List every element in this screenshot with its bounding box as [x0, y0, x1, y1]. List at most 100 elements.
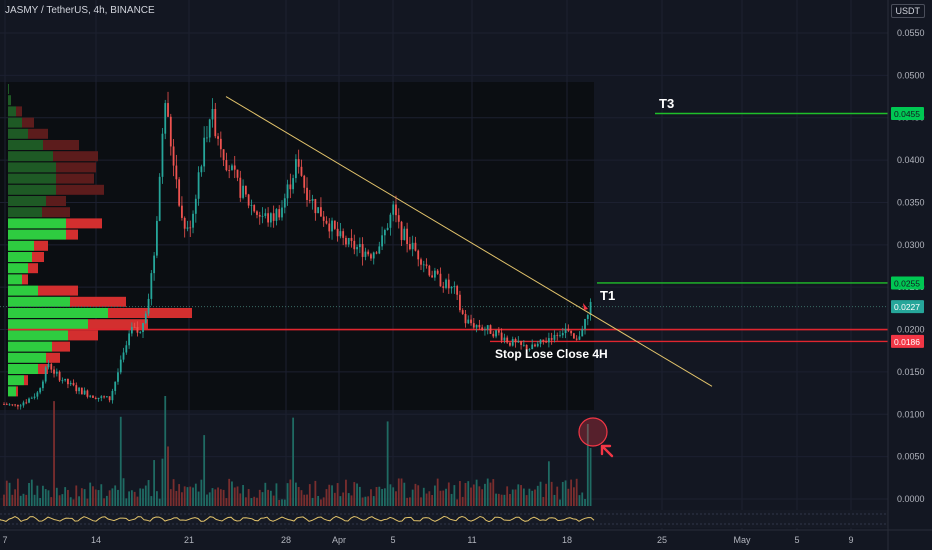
- candle-body: [303, 175, 306, 188]
- volume-bar: [78, 496, 80, 506]
- candle-body: [389, 214, 392, 228]
- candle-body: [125, 345, 128, 353]
- candle-body: [150, 273, 153, 299]
- candle-body: [395, 204, 397, 216]
- candle-body: [353, 240, 356, 250]
- candle-body: [522, 344, 525, 346]
- price-axis-label: 0.0350: [897, 197, 925, 207]
- time-axis[interactable]: 7 14 21 28 Apr 5 11 18 25 May 5 9: [2, 535, 853, 545]
- candle-body: [164, 103, 167, 134]
- candle-body: [439, 273, 442, 287]
- price-axis-label: 0.0050: [897, 452, 925, 462]
- profile-up-bar: [8, 106, 16, 117]
- profile-down-bar: [42, 207, 70, 218]
- drawings: [225, 96, 713, 458]
- candle-body: [211, 108, 214, 120]
- candle-body: [222, 149, 225, 161]
- profile-up-bar: [8, 375, 24, 386]
- candle-body: [83, 390, 86, 395]
- candle-body: [456, 286, 459, 295]
- volume-bar: [164, 396, 167, 506]
- profile-down-bar: [22, 117, 34, 128]
- volume-bar: [228, 478, 231, 506]
- currency-badge[interactable]: USDT: [890, 4, 925, 18]
- price-axis-label: 0.0150: [897, 367, 925, 377]
- chart-title[interactable]: JASMY / TetherUS, 4h, BINANCE: [5, 5, 155, 16]
- volume-bar: [514, 489, 517, 506]
- indicator-line: [0, 515, 595, 523]
- volume-bar: [242, 485, 244, 506]
- profile-down-bar: [28, 128, 48, 139]
- volume-bar: [497, 493, 500, 506]
- volume-bar: [117, 489, 119, 506]
- volume-bar: [589, 448, 592, 506]
- price-axis-label: 0.0300: [897, 240, 925, 250]
- volume-bar: [97, 490, 100, 506]
- candle-body: [417, 250, 420, 260]
- candle-body: [528, 349, 531, 350]
- volume-bar: [239, 493, 242, 506]
- candle-body: [356, 247, 358, 250]
- volume-bar: [150, 496, 153, 506]
- volume-bar: [194, 483, 197, 506]
- profile-down-bar: [28, 263, 38, 274]
- time-axis-label: 5: [794, 535, 799, 545]
- candle-body: [130, 326, 133, 334]
- price-tag: [891, 106, 924, 120]
- candle-body: [484, 329, 486, 331]
- volume-bar: [381, 488, 383, 506]
- candle-body: [25, 402, 28, 404]
- volume-bar: [39, 498, 42, 506]
- candle-body: [553, 334, 556, 340]
- candle-body: [30, 397, 33, 399]
- candle-body: [175, 165, 178, 180]
- time-axis-label: Apr: [332, 535, 346, 545]
- volume-bar: [364, 496, 367, 506]
- candle-body: [383, 229, 386, 236]
- volume-bar: [105, 495, 108, 506]
- candle-body: [153, 255, 156, 274]
- volume-bar: [278, 499, 281, 506]
- candle-body: [550, 338, 553, 340]
- candle-body: [400, 221, 403, 241]
- volume-bar: [425, 493, 428, 506]
- volume-bar: [172, 479, 175, 506]
- volume-bar: [11, 494, 14, 506]
- candle-body: [36, 392, 39, 397]
- candle-body: [573, 333, 575, 339]
- volume-bar: [525, 495, 528, 506]
- profile-down-bar: [56, 184, 104, 195]
- candle-body: [139, 332, 142, 333]
- candle-body: [44, 367, 47, 382]
- candle-body: [161, 133, 164, 177]
- candle-body: [3, 404, 5, 405]
- profile-down-bar: [108, 308, 192, 318]
- volume-bar: [506, 486, 509, 506]
- volume-bar: [50, 497, 53, 506]
- candle-body: [236, 169, 239, 178]
- candle-body: [347, 237, 350, 245]
- profile-up-bar: [8, 240, 34, 251]
- volume-bar: [267, 489, 269, 506]
- volume-bar: [534, 489, 536, 506]
- volume-bar: [108, 490, 111, 506]
- candle-body: [275, 209, 278, 221]
- volume-bar: [258, 489, 261, 506]
- volume-bar: [53, 401, 55, 506]
- volume-bar: [442, 490, 445, 506]
- candle-body: [122, 352, 125, 360]
- volume-bar: [328, 484, 331, 506]
- volume-bar: [397, 478, 400, 506]
- profile-up-bar: [8, 173, 56, 184]
- candle-body: [450, 286, 453, 289]
- candle-body: [422, 264, 425, 266]
- volume-bar: [372, 496, 375, 506]
- volume-bar: [28, 482, 30, 506]
- candle-body: [428, 265, 431, 276]
- candle-body: [559, 335, 561, 337]
- candle-body: [225, 160, 228, 171]
- candles: [3, 91, 592, 410]
- volume-bar: [353, 482, 356, 506]
- candle-body: [358, 244, 361, 248]
